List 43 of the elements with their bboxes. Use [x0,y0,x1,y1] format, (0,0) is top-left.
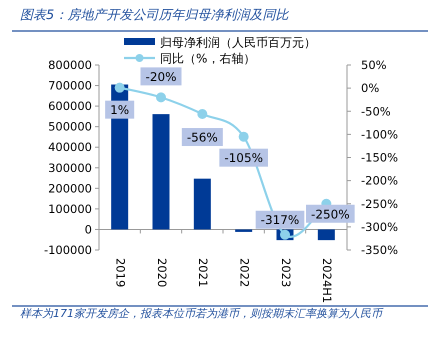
bar [235,229,252,232]
y-tick-label: 800000 [48,58,92,72]
y-tick-label: 200000 [48,181,92,196]
bar [318,229,335,240]
data-label: -20% [145,70,177,84]
x-tick-label: 2019 [114,258,128,288]
y-tick-label: 400000 [48,140,92,154]
y-tick-label: 100000 [48,202,92,216]
point [114,82,125,93]
y-tick-label: 0 [84,222,92,236]
point [197,109,208,120]
y2-tick-label: 0% [361,81,380,96]
y2-tick-label: -200% [361,174,398,188]
y-tick-label: -100000 [44,243,92,257]
legend-label: 同比（%，右轴） [160,52,256,66]
x-tick-label: 2023 [278,258,293,288]
x-tick-label: 2024H1 [320,258,334,304]
y2-tick-label: 50% [361,58,387,72]
data-label: -317% [260,213,300,228]
y-tick-label: 300000 [48,160,92,175]
data-label: -105% [224,151,263,166]
point [238,132,249,142]
data-label: -56% [186,130,218,145]
data-label: -250% [311,207,350,222]
chart-title: 图表5：房地产开发公司历年归母净利润及同比 [20,7,288,24]
y2-tick-label: -50% [361,104,391,118]
y2-tick-label: -300% [361,220,398,234]
y2-tick-label: -150% [361,150,398,164]
y2-tick-label: -250% [361,196,398,211]
y-tick-label: 500000 [48,120,92,134]
text: 样本为171家开发房企，报表本位币若为港币，则按期末汇率换算为人民币 [20,307,384,321]
y-tick-label: 700000 [48,78,92,93]
point [156,92,166,102]
data-label: 1% [110,103,130,118]
legend-label: 归母净利润（人民币百万元） [160,36,316,50]
y2-tick-label: -350% [361,243,398,257]
y-tick-label: 600000 [48,99,92,114]
bar [152,114,170,230]
y2-tick-label: -100% [361,127,398,142]
x-tick-label: 2021 [196,258,210,288]
bar [194,178,211,230]
x-tick-label: 2020 [154,258,169,288]
x-tick-label: 2022 [238,258,252,288]
